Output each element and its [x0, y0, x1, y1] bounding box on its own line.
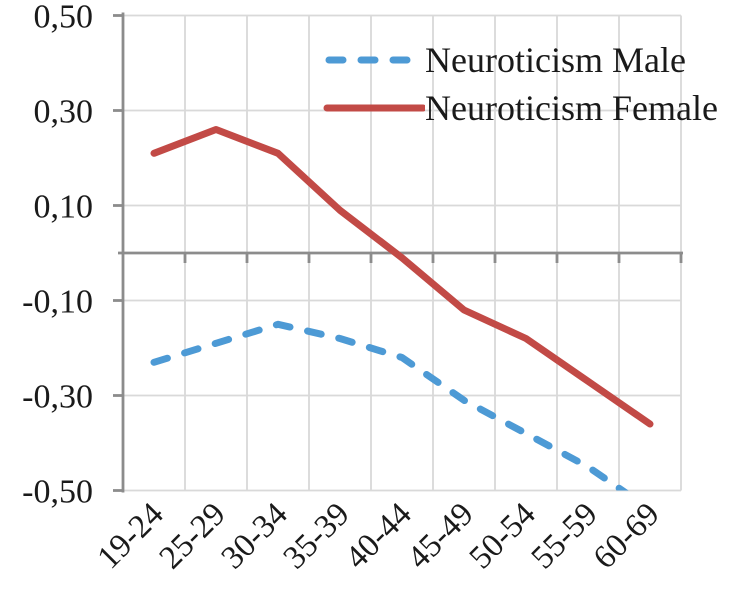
male-dashed-line-icon: [325, 56, 419, 64]
y-axis-label: 0,30: [34, 94, 94, 131]
legend: Neuroticism Male Neuroticism Female: [323, 36, 718, 132]
legend-item-male: Neuroticism Male: [323, 36, 718, 84]
x-axis-label: 40-44: [339, 496, 419, 576]
x-axis-label: 55-59: [525, 496, 605, 576]
series-line-neuroticism-male: [150, 320, 629, 491]
horizontal-gridlines: [123, 14, 681, 492]
y-axis-label: -0,10: [22, 284, 93, 321]
x-axis-label: 25-29: [153, 496, 233, 576]
x-axis-label: 60-69: [587, 496, 667, 576]
legend-label-female: Neuroticism Female: [425, 88, 718, 128]
x-axis-label: 19-24: [91, 496, 171, 576]
x-axis-label: 50-54: [463, 496, 543, 576]
legend-label-male: Neuroticism Male: [425, 40, 686, 80]
y-axis-label: -0,30: [22, 379, 93, 416]
series-line-neuroticism-female: [150, 126, 654, 428]
y-axis-label: 0,10: [34, 189, 94, 226]
x-axis-label: 30-34: [215, 496, 295, 576]
x-axis-label: 35-39: [277, 496, 357, 576]
axes: [113, 12, 683, 493]
x-axis-label: 45-49: [401, 496, 481, 576]
legend-item-female: Neuroticism Female: [323, 84, 718, 132]
y-axis-label: -0,50: [22, 474, 93, 511]
female-solid-line-icon: [323, 104, 425, 112]
y-axis-label: 0,50: [34, 0, 94, 36]
